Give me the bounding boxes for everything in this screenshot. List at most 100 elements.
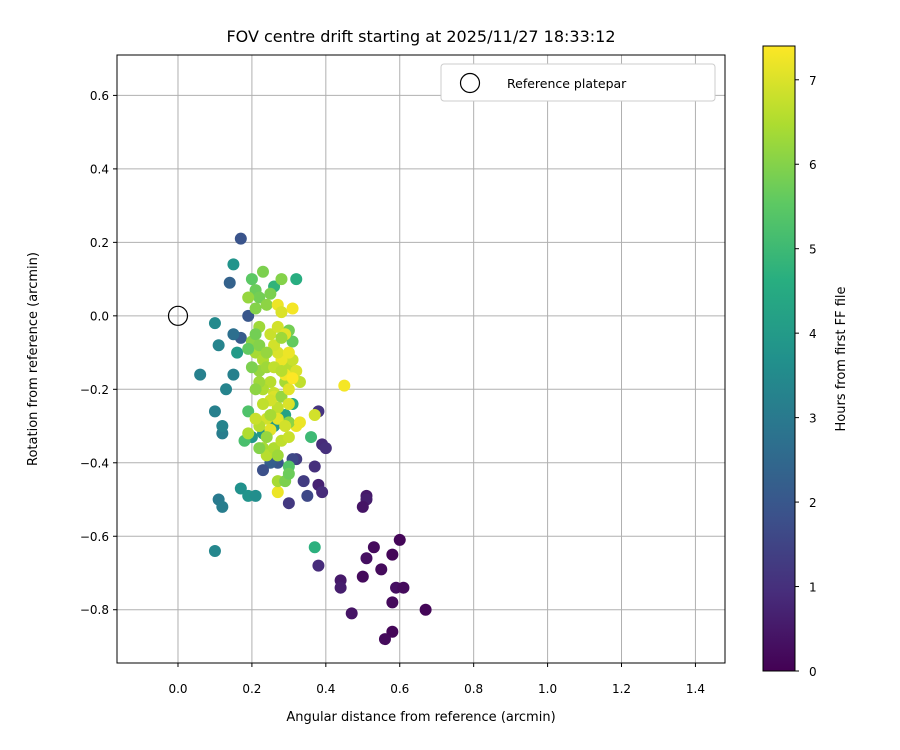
data-point (249, 489, 262, 502)
y-axis-ticks: 0.6 0.4 0.2 0.0 −0.2 −0.4 −0.6 −0.8 (80, 89, 117, 617)
data-point (419, 603, 432, 616)
data-point (220, 383, 233, 396)
data-point (293, 416, 306, 429)
data-point (242, 291, 255, 304)
data-point (282, 497, 295, 510)
y-tick-label: −0.8 (80, 603, 109, 617)
data-point (216, 420, 229, 433)
data-point (227, 258, 240, 271)
x-axis-label: Angular distance from reference (arcmin) (286, 710, 555, 725)
data-point (360, 552, 373, 565)
data-point (264, 409, 277, 422)
y-tick-label: −0.6 (80, 530, 109, 544)
colorbar-tick-label: 1 (809, 581, 817, 595)
data-point (242, 342, 255, 355)
colorbar-label: Hours from first FF file (834, 286, 849, 431)
legend-entry-reference: Reference platepar (507, 76, 627, 91)
x-tick-label: 0.0 (168, 682, 187, 696)
data-point (282, 346, 295, 359)
data-point (245, 273, 258, 286)
data-point (208, 317, 221, 330)
data-point (253, 291, 266, 304)
chart-title: FOV centre drift starting at 2025/11/27 … (226, 27, 615, 46)
data-point (271, 320, 284, 333)
y-tick-label: 0.4 (90, 162, 109, 176)
data-point (275, 306, 288, 319)
data-point (305, 431, 318, 444)
data-point (367, 541, 380, 554)
data-point (286, 302, 299, 315)
data-point (316, 486, 329, 499)
data-point (194, 368, 207, 381)
data-point (234, 482, 247, 495)
data-point (393, 533, 406, 546)
colorbar-tick-label: 4 (809, 327, 817, 341)
data-point (282, 431, 295, 444)
data-point (256, 265, 269, 278)
x-tick-label: 0.2 (242, 682, 261, 696)
plot-frame (116, 54, 726, 664)
data-point (271, 401, 284, 414)
colorbar-tick-label: 2 (809, 496, 817, 510)
x-tick-label: 0.8 (464, 682, 483, 696)
data-point (208, 405, 221, 418)
colorbar-tick-label: 0 (809, 665, 817, 679)
data-point (234, 232, 247, 245)
data-point (212, 339, 225, 352)
data-point (282, 383, 295, 396)
data-point (282, 467, 295, 480)
data-point (356, 500, 369, 513)
data-point (260, 298, 273, 311)
data-point (260, 346, 273, 359)
y-tick-label: 0.6 (90, 89, 109, 103)
data-point (334, 581, 347, 594)
data-point (208, 544, 221, 557)
data-point (253, 339, 266, 352)
colorbar-tick-label: 7 (809, 74, 817, 88)
x-tick-label: 1.0 (538, 682, 557, 696)
data-point (264, 375, 277, 388)
data-point (297, 475, 310, 488)
colorbar: 0 1 2 3 4 5 6 7 Hours from first FF file (762, 45, 849, 679)
x-axis-ticks: 0.0 0.2 0.4 0.6 0.8 1.0 1.2 1.4 (168, 663, 705, 696)
data-point (231, 346, 244, 359)
data-point (249, 302, 262, 315)
data-point (308, 541, 321, 554)
data-point (256, 398, 269, 411)
data-point (319, 442, 332, 455)
data-point (242, 309, 255, 322)
data-point (216, 500, 229, 513)
data-point (249, 383, 262, 396)
data-point (386, 596, 399, 609)
colorbar-tick-label: 5 (809, 243, 817, 257)
legend: Reference platepar (440, 63, 716, 102)
data-point (286, 335, 299, 348)
data-point (264, 328, 277, 341)
data-point (397, 581, 410, 594)
data-point (286, 372, 299, 385)
data-points (194, 232, 432, 646)
data-point (260, 431, 273, 444)
data-point (227, 368, 240, 381)
data-point (245, 361, 258, 374)
data-point (375, 563, 388, 576)
colorbar-gradient (762, 45, 796, 672)
colorbar-tick-label: 6 (809, 158, 817, 172)
data-point (275, 390, 288, 403)
data-point (260, 449, 273, 462)
colorbar-tick-label: 3 (809, 412, 817, 426)
legend-reference-marker (459, 72, 481, 94)
data-point (312, 559, 325, 572)
x-tick-label: 1.4 (686, 682, 705, 696)
y-tick-label: −0.2 (80, 383, 109, 397)
y-tick-label: 0.0 (90, 309, 109, 323)
legend-box (440, 63, 716, 102)
data-point (271, 486, 284, 499)
data-point (253, 442, 266, 455)
data-point (256, 464, 269, 477)
x-tick-label: 0.6 (390, 682, 409, 696)
y-tick-label: −0.4 (80, 456, 109, 470)
data-point (275, 364, 288, 377)
colorbar-ticks: 0 1 2 3 4 5 6 7 (795, 74, 817, 679)
